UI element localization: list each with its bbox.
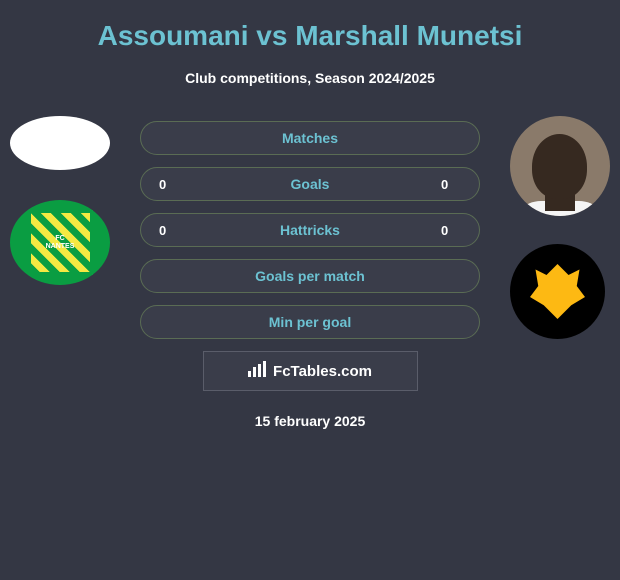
stats-container: FCNANTES Matches 0 Goals 0 0 [0,121,620,429]
subtitle: Club competitions, Season 2024/2025 [0,70,620,86]
player-left-section: FCNANTES [10,116,110,285]
stat-label-hattricks: Hattricks [280,222,340,238]
brand-text: FcTables.com [273,363,372,380]
club-badge-nantes: FCNANTES [10,200,110,285]
club-badge-nantes-inner: FCNANTES [28,210,93,275]
stat-row-hattricks: 0 Hattricks 0 [140,213,480,247]
stat-row-matches: Matches [140,121,480,155]
stat-value-left-goals: 0 [159,177,179,192]
player-face [532,134,587,199]
player-right-avatar [510,116,610,216]
date-text: 15 february 2025 [0,413,620,429]
player-left-avatar [10,116,110,170]
stat-label-min-per-goal: Min per goal [269,314,351,330]
stat-label-matches: Matches [282,130,338,146]
stat-row-goals-per-match: Goals per match [140,259,480,293]
chart-icon [248,361,268,382]
stat-row-goals: 0 Goals 0 [140,167,480,201]
wolf-head-icon [530,264,585,319]
stat-value-left-hattricks: 0 [159,223,179,238]
club-badge-wolves [510,244,605,339]
stat-label-goals: Goals [291,176,330,192]
stat-row-min-per-goal: Min per goal [140,305,480,339]
stat-value-right-goals: 0 [441,177,461,192]
page-title: Assoumani vs Marshall Munetsi [0,20,620,52]
stat-value-right-hattricks: 0 [441,223,461,238]
stat-label-goals-per-match: Goals per match [255,268,365,284]
stat-rows: Matches 0 Goals 0 0 Hattricks 0 Goals pe… [140,121,480,339]
player-right-section [510,116,610,339]
brand-box: FcTables.com [203,351,418,391]
main-container: Assoumani vs Marshall Munetsi Club compe… [0,0,620,439]
